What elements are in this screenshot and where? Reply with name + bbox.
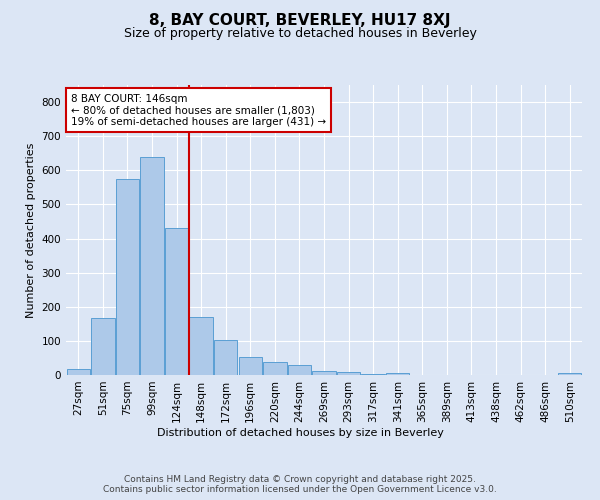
- Bar: [386, 374, 409, 375]
- Bar: [214, 340, 238, 375]
- Bar: [239, 357, 262, 375]
- Text: Size of property relative to detached houses in Beverley: Size of property relative to detached ho…: [124, 28, 476, 40]
- Bar: [313, 370, 335, 375]
- Bar: [558, 374, 581, 375]
- Text: 8, BAY COURT, BEVERLEY, HU17 8XJ: 8, BAY COURT, BEVERLEY, HU17 8XJ: [149, 12, 451, 28]
- Bar: [190, 317, 213, 375]
- Bar: [67, 369, 90, 375]
- Bar: [165, 228, 188, 375]
- Text: Contains HM Land Registry data © Crown copyright and database right 2025.: Contains HM Land Registry data © Crown c…: [124, 476, 476, 484]
- Bar: [337, 372, 360, 375]
- Bar: [116, 179, 139, 375]
- Bar: [288, 365, 311, 375]
- Bar: [263, 362, 287, 375]
- Bar: [91, 318, 115, 375]
- Bar: [140, 156, 164, 375]
- Text: Contains public sector information licensed under the Open Government Licence v3: Contains public sector information licen…: [103, 486, 497, 494]
- Text: 8 BAY COURT: 146sqm
← 80% of detached houses are smaller (1,803)
19% of semi-det: 8 BAY COURT: 146sqm ← 80% of detached ho…: [71, 94, 326, 127]
- Y-axis label: Number of detached properties: Number of detached properties: [26, 142, 36, 318]
- Text: Distribution of detached houses by size in Beverley: Distribution of detached houses by size …: [157, 428, 443, 438]
- Bar: [361, 374, 385, 375]
